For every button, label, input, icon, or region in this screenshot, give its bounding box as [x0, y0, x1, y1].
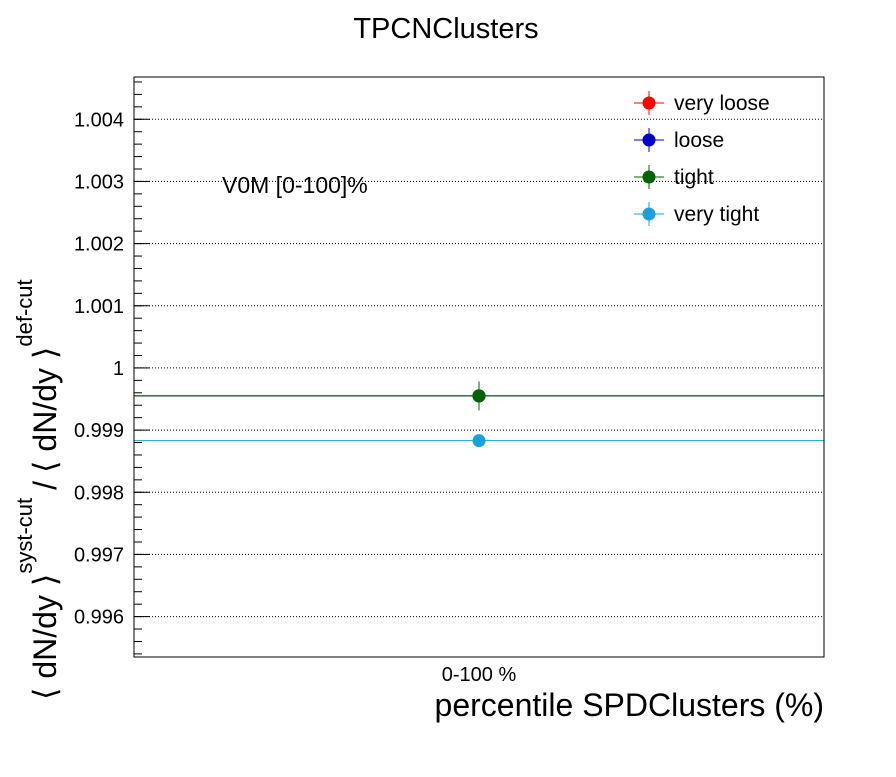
y-tick-label: 0.996	[74, 607, 124, 629]
y-axis-label-sup1: syst-cut	[12, 498, 37, 574]
y-axis-label-main2: ⟨ dN/dy ⟩	[27, 347, 63, 473]
legend-label: very tight	[674, 203, 759, 226]
legend-marker	[642, 133, 656, 147]
x-axis-label: percentile SPDClusters (%)	[435, 687, 824, 723]
y-axis-label-sep: /	[27, 481, 63, 490]
legend-marker	[642, 96, 656, 110]
y-tick-label: 1.002	[74, 234, 124, 256]
x-tick-label: 0-100 %	[442, 664, 517, 686]
y-tick-label: 0.998	[74, 482, 124, 504]
legend: very loose loose tight very tight	[634, 91, 770, 226]
grid	[134, 118, 824, 618]
y-tick-label: 1	[113, 358, 124, 380]
legend-entry: very tight	[634, 202, 759, 226]
plot-frame	[133, 76, 825, 658]
y-tick-label: 0.999	[74, 420, 124, 442]
data-point	[472, 389, 486, 403]
y-tick-label: 0.997	[74, 544, 124, 566]
data-point	[472, 434, 486, 448]
chart-title: TPCNClusters	[353, 13, 538, 45]
legend-entry: tight	[634, 165, 714, 189]
svg-text:⟨ dN/dy ⟩syst-cut/⟨ dN/dy ⟩def: ⟨ dN/dy ⟩syst-cut/⟨ dN/dy ⟩def-cut	[12, 279, 63, 700]
annotation: V0M [0-100]%	[222, 172, 368, 198]
legend-label: very loose	[674, 92, 770, 115]
legend-label: loose	[674, 129, 724, 152]
y-axis-label-sup2: def-cut	[12, 279, 37, 346]
legend-entry: loose	[634, 128, 724, 152]
data-points	[472, 381, 486, 448]
legend-marker	[642, 207, 656, 221]
legend-label: tight	[674, 166, 714, 189]
y-tick-label: 1.003	[74, 171, 124, 193]
legend-marker	[642, 170, 656, 184]
y-tick-label: 1.004	[74, 109, 124, 131]
y-tick-label: 1.001	[74, 296, 124, 318]
y-axis-label: ⟨ dN/dy ⟩syst-cut/⟨ dN/dy ⟩def-cut	[12, 279, 63, 700]
y-axis-ticks	[134, 81, 150, 655]
y-axis-label-main: ⟨ dN/dy ⟩	[27, 574, 63, 700]
legend-entry: very loose	[634, 91, 770, 115]
y-axis-tick-labels: 0.996 0.997 0.998 0.999 1 1.001 1.002 1.003 1.00…	[74, 109, 124, 628]
